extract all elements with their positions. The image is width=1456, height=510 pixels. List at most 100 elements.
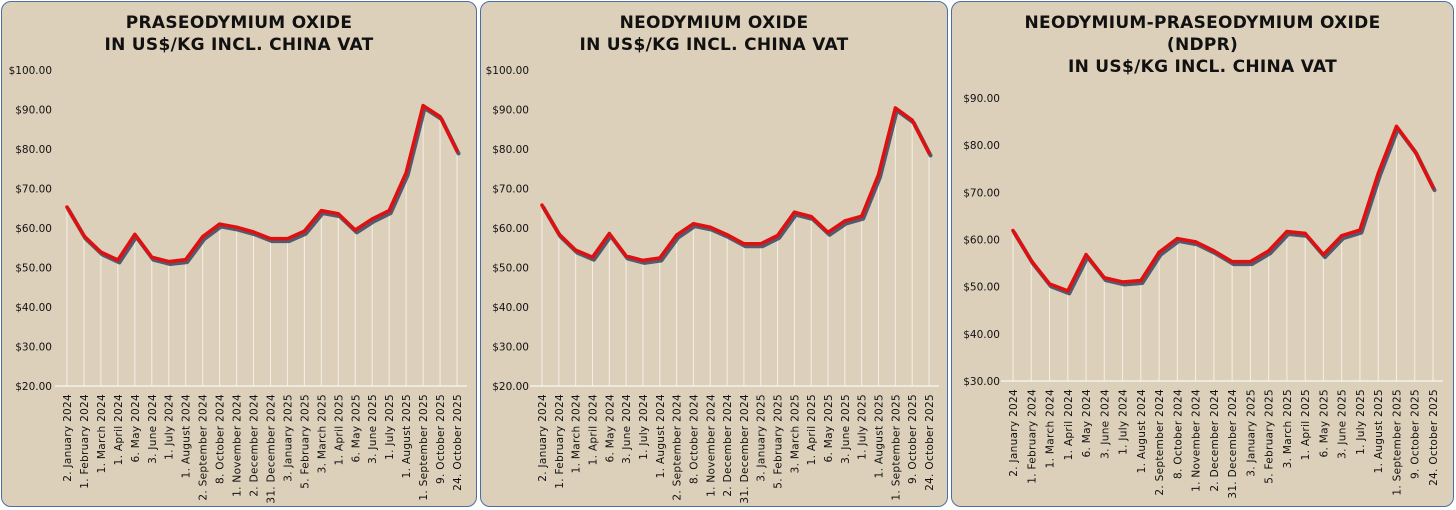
x-tick-label: 1. April 2024 [587, 394, 599, 465]
y-tick-label: $70.00 [963, 187, 1000, 199]
x-tick-label: 24. October 2025 [452, 394, 464, 491]
y-tick-label: $40.00 [492, 302, 529, 314]
y-tick-label: $50.00 [963, 282, 1000, 294]
x-tick-label: 3. June 2024 [1099, 389, 1111, 459]
data-point [792, 210, 796, 214]
chart-svg: $20.00 $30.00 $40.00 $50.00 $60.00 $70.00 $80.… [9, 65, 467, 504]
x-tick-label: 1. April 2025 [333, 394, 345, 465]
x-tick-label: 3. June 2025 [840, 394, 852, 464]
data-point [1285, 229, 1289, 234]
x-tick-label: 1. November 2024 [232, 394, 244, 497]
y-tick-label: $100.00 [9, 65, 52, 77]
x-tick-label: 1. July 2025 [384, 394, 396, 460]
x-tick-label: 6. May 2024 [1081, 389, 1093, 457]
data-point [150, 255, 154, 259]
data-point [1394, 124, 1399, 128]
data-point [285, 237, 290, 241]
data-point [641, 258, 645, 262]
x-tick-label: 1. November 2024 [1191, 389, 1203, 492]
x-tick-label: 1. August 2024 [181, 394, 193, 478]
x-tick-label: 1. August 2024 [655, 394, 667, 478]
data-point [218, 222, 222, 226]
data-point [116, 258, 120, 262]
x-tick-label: 9. October 2025 [1410, 389, 1422, 479]
x-tick-label: 3. January 2025 [1245, 389, 1257, 477]
y-tick-label: $90.00 [492, 105, 529, 117]
data-point [590, 255, 595, 259]
chart-title: PRASEODYMIUM OXIDE IN US$/KG INCL. CHINA… [2, 12, 476, 56]
x-tick-label: 1. July 2024 [1118, 389, 1130, 455]
chart-title-line: IN US$/KG INCL. CHINA VAT [104, 35, 374, 55]
x-tick-label: 1. March 2024 [96, 394, 108, 473]
x-tick-label: 3. June 2025 [367, 394, 379, 464]
chart-title-line: NEODYMIUM OXIDE [619, 13, 809, 33]
y-tick-label: $70.00 [492, 184, 529, 196]
data-point [268, 237, 273, 241]
x-tick-label: 6. May 2024 [604, 394, 616, 462]
data-point [809, 214, 813, 219]
x-tick-label: 2. January 2024 [1008, 389, 1020, 477]
y-tick-label: $90.00 [15, 105, 52, 117]
x-tick-label: 6. May 2024 [130, 394, 142, 462]
data-point [1230, 260, 1234, 264]
data-point [607, 231, 611, 236]
x-tick-label: 1. September 2025 [1391, 389, 1403, 496]
data-point [1376, 171, 1380, 176]
data-point [1139, 278, 1143, 283]
data-point [421, 103, 425, 108]
x-tick-label: 1. November 2024 [705, 394, 717, 497]
data-point [234, 225, 239, 229]
x-tick-label: 1. April 2025 [1300, 389, 1312, 460]
x-tick-label: 3. March 2025 [789, 394, 801, 473]
data-point [1303, 231, 1307, 235]
data-point [438, 115, 442, 119]
chart-panel-neodymium: NEODYMIUM OXIDE IN US$/KG INCL. CHINA VA… [480, 1, 948, 507]
data-point [691, 222, 696, 226]
series-line [540, 106, 931, 263]
y-tick-label: $50.00 [15, 263, 52, 275]
chart-title: NEODYMIUM-PRASEODYMIUM OXIDE (NDPR) IN U… [952, 12, 1453, 78]
y-tick-label: $50.00 [492, 263, 529, 275]
x-tick-label: 31. December 2024 [739, 394, 751, 504]
x-tick-label: 9. October 2025 [907, 394, 919, 484]
data-point [370, 217, 374, 221]
chart-panel-ndpr: NEODYMIUM-PRASEODYMIUM OXIDE (NDPR) IN U… [951, 1, 1454, 507]
data-point [302, 229, 306, 233]
data-point [404, 171, 408, 175]
y-tick-label: $80.00 [492, 144, 529, 156]
x-tick-label: 2. December 2024 [249, 394, 261, 497]
data-point [1157, 250, 1161, 254]
data-point [353, 228, 357, 232]
x-tick-label: 3. June 2024 [147, 394, 159, 464]
data-point [725, 233, 729, 237]
data-point [167, 259, 171, 264]
data-point [826, 230, 830, 234]
x-tick-label: 1. April 2024 [1063, 389, 1075, 460]
data-point [1248, 260, 1252, 264]
data-point [893, 106, 897, 110]
x-tick-label: 1. September 2025 [418, 394, 430, 501]
x-tick-label: 1. July 2024 [638, 394, 650, 460]
data-point [1340, 234, 1344, 238]
x-tick-label: 1. September 2025 [890, 394, 902, 501]
chart-title-line: NEODYMIUM-PRASEODYMIUM OXIDE [1024, 13, 1381, 33]
data-point [336, 212, 340, 216]
y-tick-label: $20.00 [492, 381, 529, 393]
data-point [540, 203, 544, 207]
x-tick-label: 1. August 2024 [1136, 389, 1148, 473]
x-tick-label: 2. September 2024 [1154, 389, 1166, 496]
y-tick-label: $60.00 [492, 223, 529, 235]
data-point [775, 233, 780, 238]
data-point [1431, 186, 1435, 190]
data-point [1029, 259, 1033, 263]
data-point [133, 232, 137, 236]
x-tick-label: 2. September 2024 [672, 394, 684, 501]
data-point [1175, 236, 1179, 241]
x-tick-label: 6. May 2025 [1318, 389, 1330, 457]
x-tick-label: 24. October 2025 [924, 394, 936, 491]
chart-panel-praseodymium: PRASEODYMIUM OXIDE IN US$/KG INCL. CHINA… [1, 1, 477, 507]
data-point [1358, 228, 1362, 232]
x-tick-label: 5. February 2025 [773, 394, 785, 489]
data-point [387, 209, 391, 213]
x-tick-label: 1. February 2024 [79, 394, 91, 489]
